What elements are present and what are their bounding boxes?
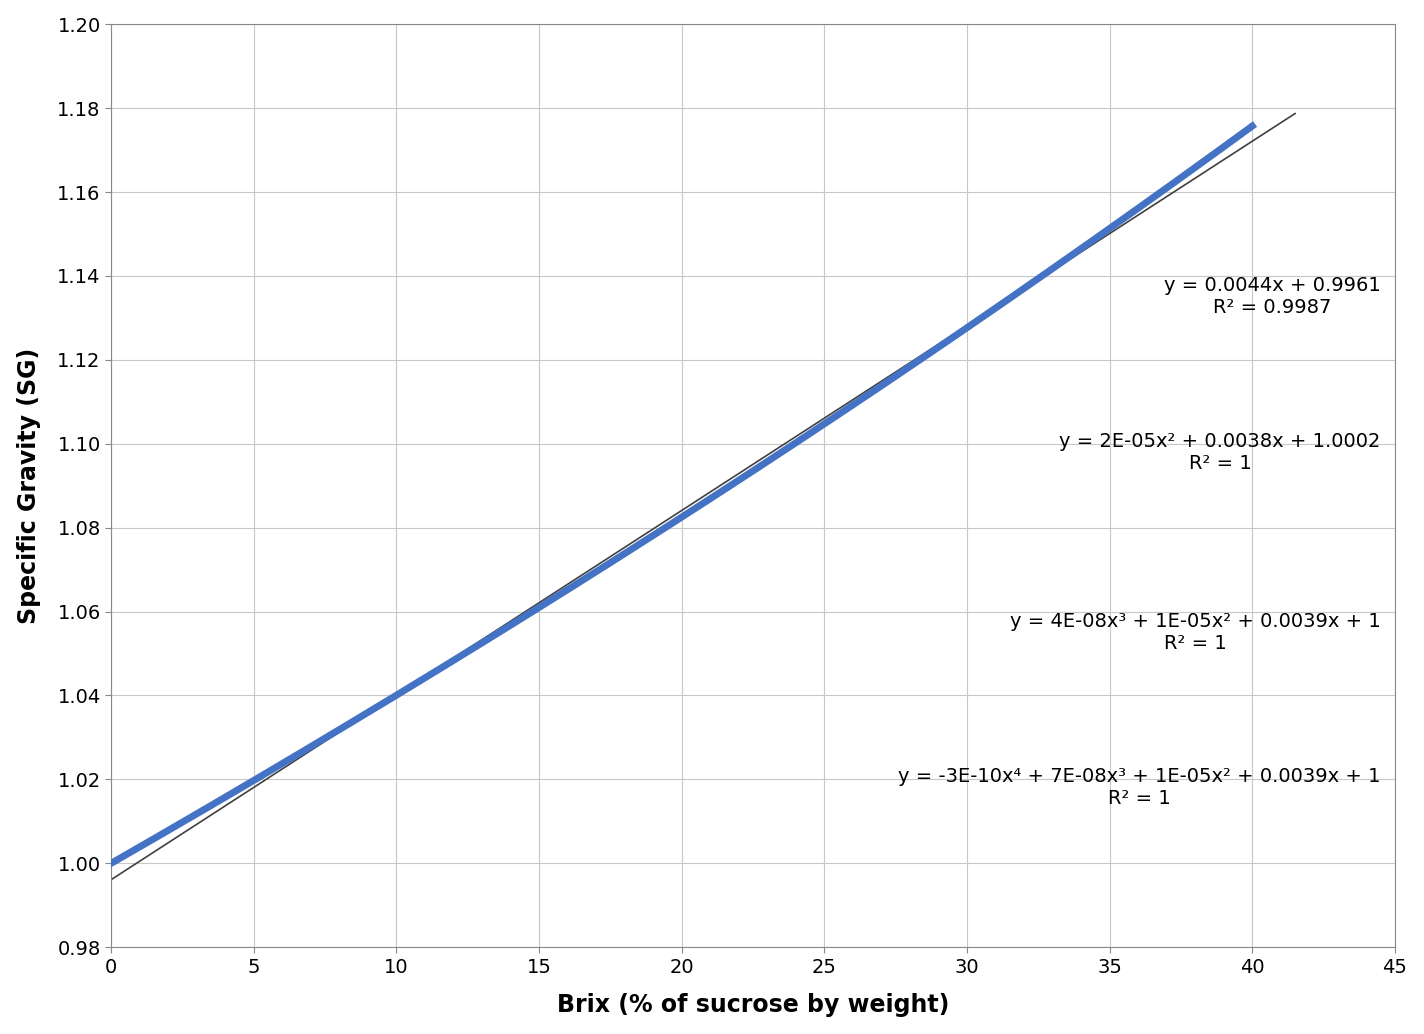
Text: y = 2E-05x² + 0.0038x + 1.0002
R² = 1: y = 2E-05x² + 0.0038x + 1.0002 R² = 1 — [1059, 431, 1381, 473]
Text: y = 0.0044x + 0.9961
R² = 0.9987: y = 0.0044x + 0.9961 R² = 0.9987 — [1163, 276, 1381, 317]
Y-axis label: Specific Gravity (SG): Specific Gravity (SG) — [17, 347, 41, 624]
Text: y = -3E-10x⁴ + 7E-08x³ + 1E-05x² + 0.0039x + 1
R² = 1: y = -3E-10x⁴ + 7E-08x³ + 1E-05x² + 0.003… — [899, 767, 1381, 809]
X-axis label: Brix (% of sucrose by weight): Brix (% of sucrose by weight) — [557, 994, 950, 1017]
Text: y = 4E-08x³ + 1E-05x² + 0.0039x + 1
R² = 1: y = 4E-08x³ + 1E-05x² + 0.0039x + 1 R² =… — [1010, 612, 1381, 653]
